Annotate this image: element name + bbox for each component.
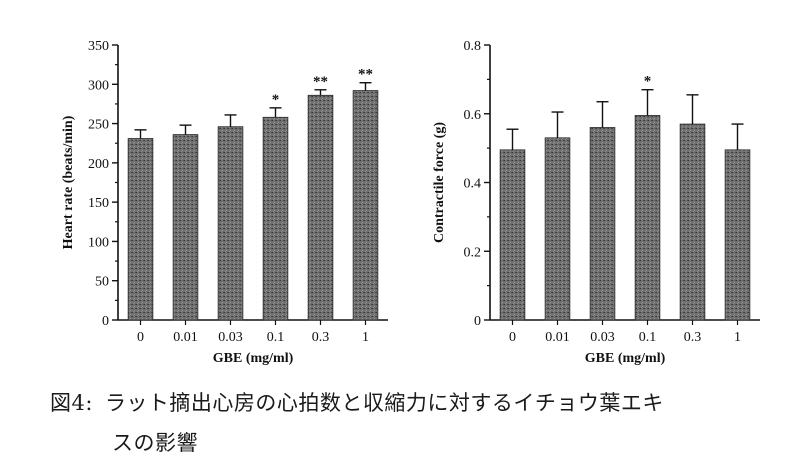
- cf-y-tick-label: 0.8: [464, 39, 482, 54]
- hr-x-tick-label: 0.01: [173, 330, 198, 345]
- hr-bar: [172, 134, 199, 321]
- cf-y-tick-label: 0.2: [464, 245, 482, 260]
- caption-line-1: 図4: ラット摘出心房の心拍数と収縮力に対するイチョウ葉エキ: [50, 383, 770, 423]
- hr-significance-mark: *: [272, 92, 280, 108]
- caption-text-2: スの影響: [112, 431, 198, 455]
- cf-y-tick-label: 0.6: [464, 108, 482, 123]
- cf-y-tick-label: 0.4: [464, 177, 482, 192]
- cf-y-tick-label: 0: [474, 314, 481, 329]
- hr-x-axis-title: GBE (mg/ml): [213, 351, 294, 366]
- hr-bar: [217, 126, 244, 321]
- cf-significance-mark: *: [644, 74, 652, 90]
- cf-y-axis-title: Contractile force (g): [432, 122, 447, 243]
- cf-bar: [679, 123, 706, 321]
- hr-x-tick-label: 1: [362, 330, 369, 345]
- contractile-force-chart: 0 0.2 0.4 0.6 0.8 0 0.01 0.03 * 0.1 0.3 1 GBE (mg/ml…: [432, 39, 760, 366]
- cf-x-axis-title: GBE (mg/ml): [585, 351, 666, 366]
- hr-y-tick-label: 200: [88, 157, 109, 172]
- hr-x-tick-label: 0.3: [312, 330, 330, 345]
- cf-x-tick-label: 0.1: [639, 330, 657, 345]
- cf-x-tick-label: 0.03: [590, 330, 615, 345]
- hr-y-tick-label: 250: [88, 118, 109, 133]
- cf-bar: [634, 115, 661, 321]
- caption-label: 図4:: [50, 391, 93, 415]
- cf-x-tick-label: 0.01: [545, 330, 570, 345]
- hr-significance-mark: **: [313, 74, 328, 90]
- hr-y-axis-title: Heart rate (beats/min): [61, 115, 76, 249]
- cf-bar: [589, 127, 616, 321]
- hr-bar: [352, 90, 379, 321]
- cf-bar: [499, 149, 526, 321]
- hr-y-tick-label: 50: [95, 275, 109, 290]
- hr-x-tick-label: 0: [137, 330, 144, 345]
- hr-x-tick-label: 0.1: [267, 330, 285, 345]
- cf-x-tick-label: 1: [734, 330, 741, 345]
- figure-caption: 図4: ラット摘出心房の心拍数と収縮力に対するイチョウ葉エキ スの影響: [50, 383, 770, 463]
- hr-y-tick-label: 150: [88, 196, 109, 211]
- hr-bar: [262, 116, 289, 321]
- caption-text-1: ラット摘出心房の心拍数と収縮力に対するイチョウ葉エキ: [104, 391, 664, 415]
- hr-bar: [307, 94, 334, 321]
- heart-rate-chart: 0 50 100 150 200 250 300 350 0 0.01 0.03 * 0.1 ** 0.3 *…: [61, 39, 388, 366]
- hr-bar: [127, 138, 154, 321]
- hr-y-tick-label: 100: [88, 235, 109, 250]
- hr-y-tick-label: 300: [88, 78, 109, 93]
- cf-x-tick-label: 0: [509, 330, 516, 345]
- hr-x-tick-label: 0.03: [218, 330, 243, 345]
- cf-x-tick-label: 0.3: [684, 330, 702, 345]
- cf-bar: [724, 149, 751, 321]
- caption-line-2: スの影響: [50, 423, 770, 463]
- cf-bar: [544, 137, 571, 321]
- hr-significance-mark: **: [358, 67, 373, 83]
- hr-y-tick-label: 0: [102, 314, 109, 329]
- hr-y-tick-label: 350: [88, 39, 109, 54]
